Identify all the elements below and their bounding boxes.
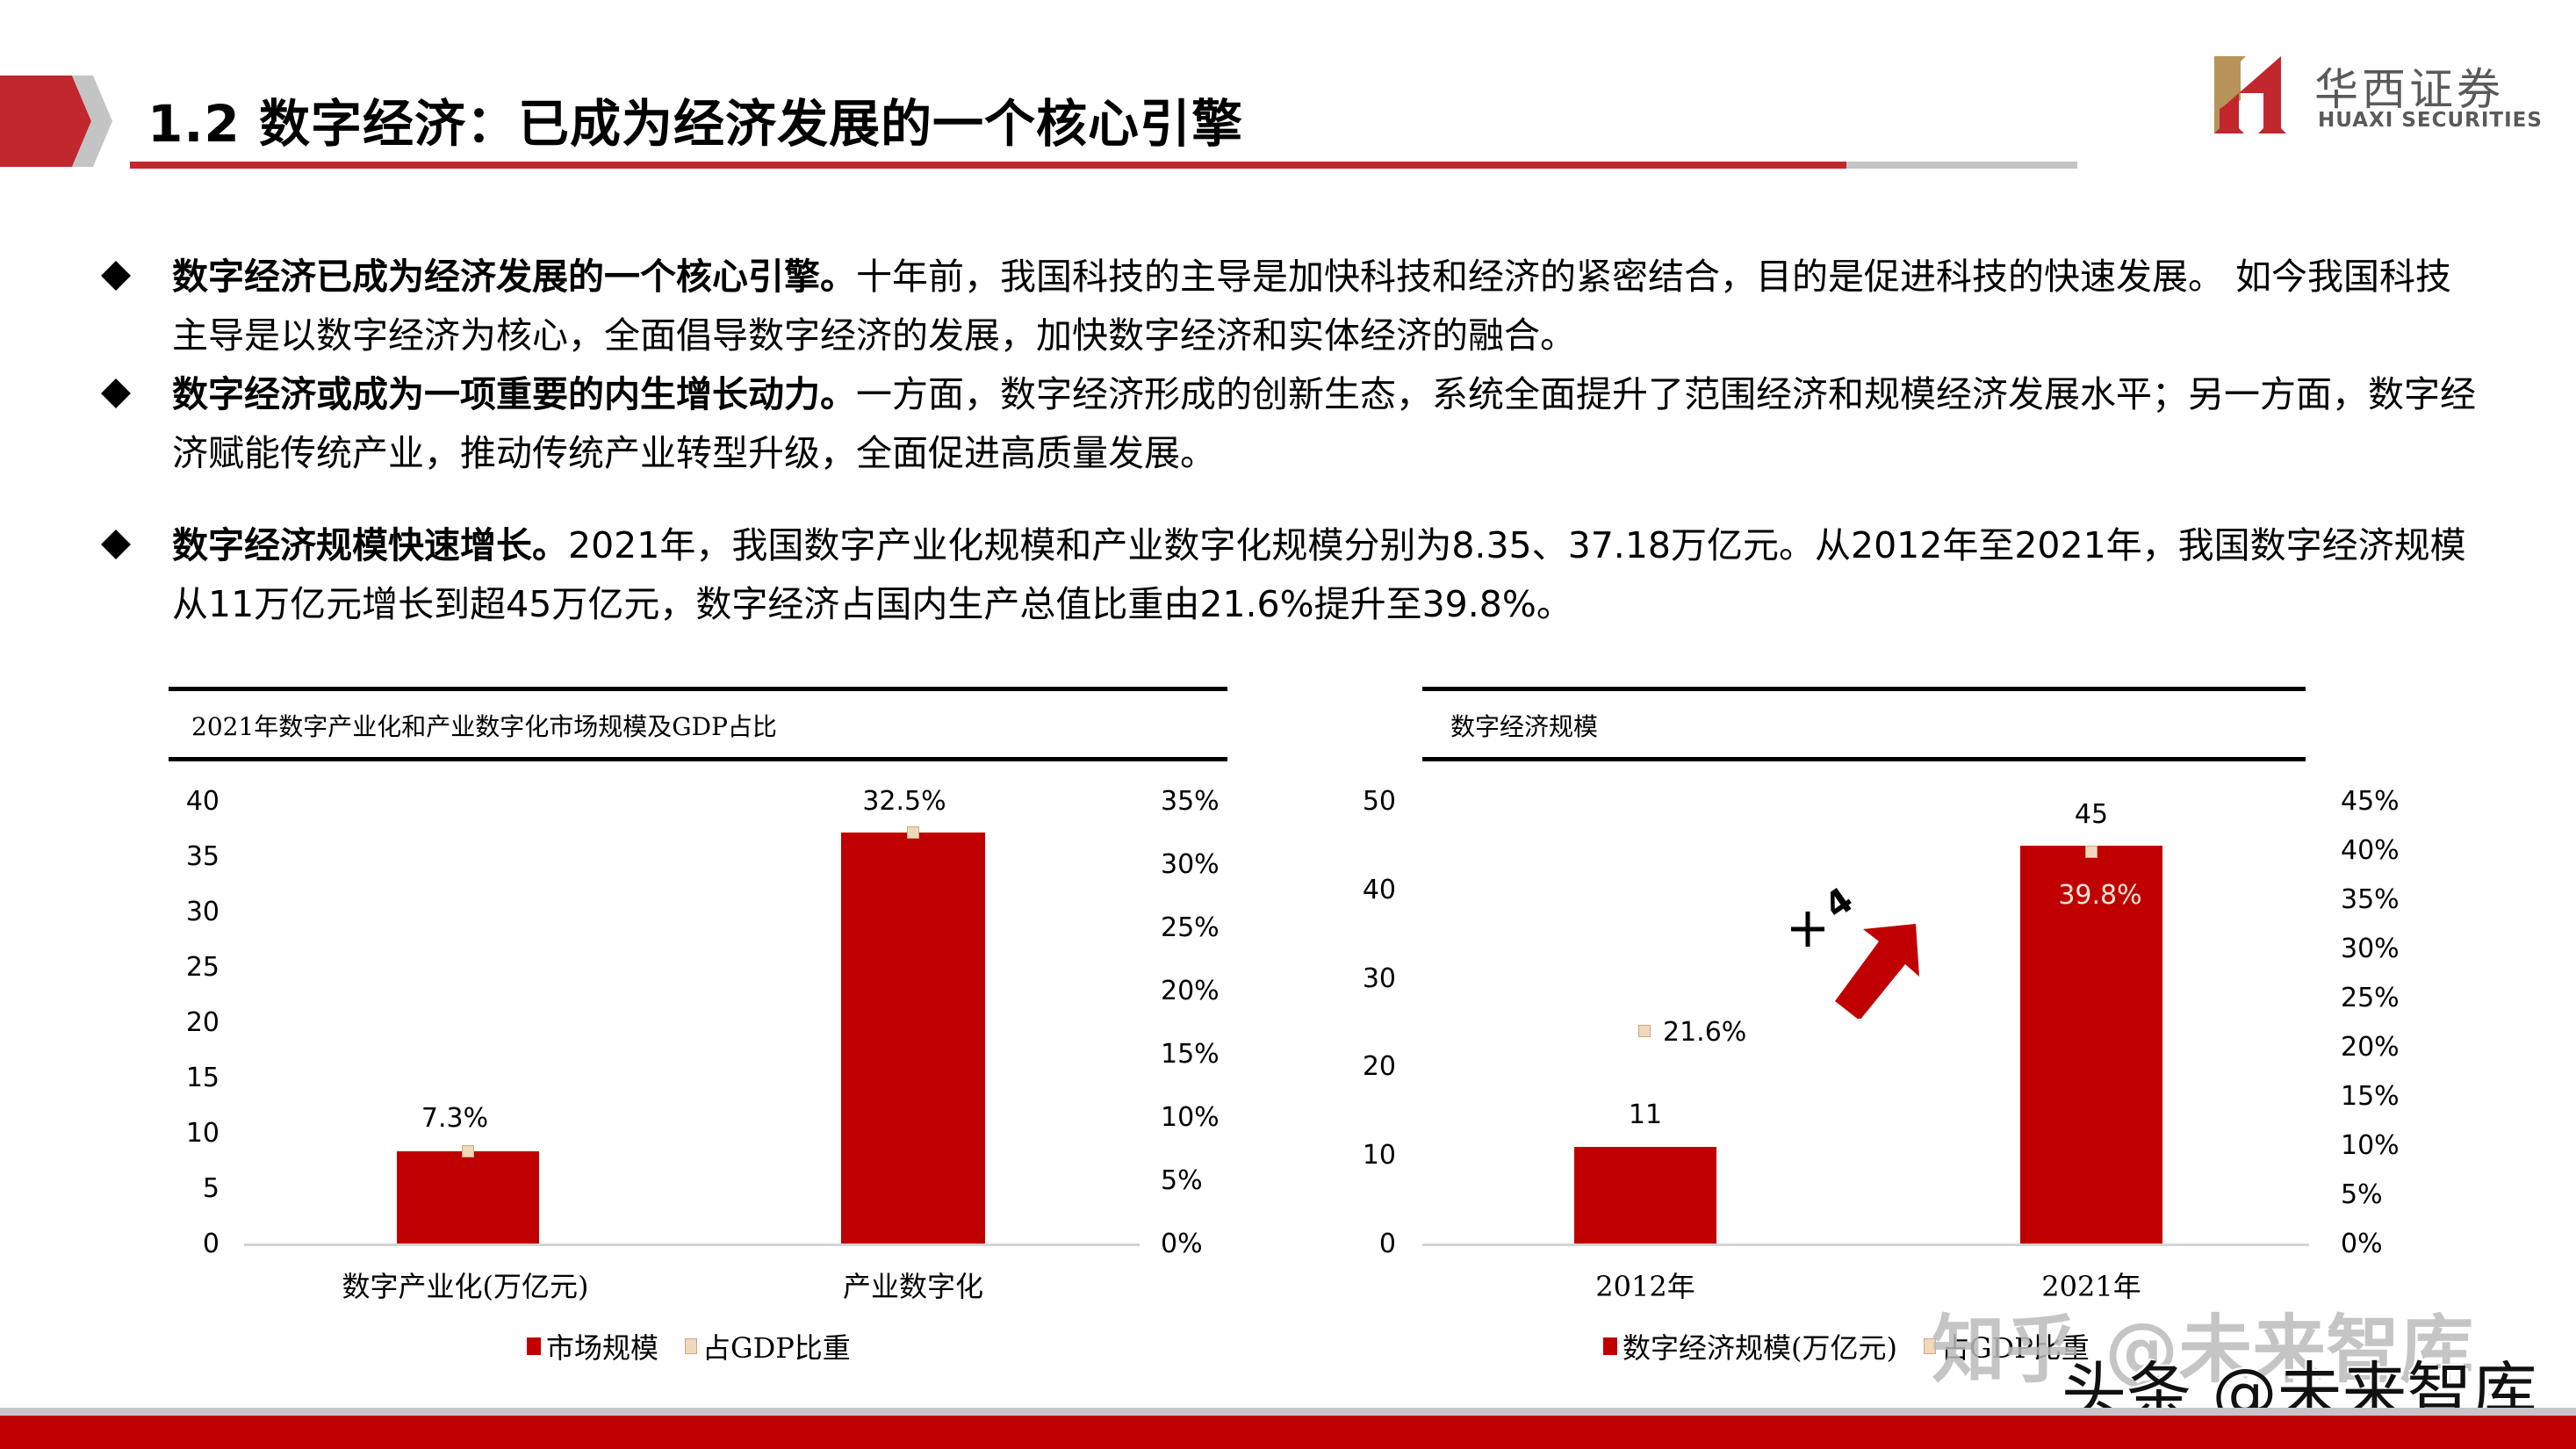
diamond-bullet-icon xyxy=(101,530,131,559)
gdp-share-label: 21.6% xyxy=(1663,1017,1747,1048)
y2-tick: 15% xyxy=(2341,1081,2400,1112)
gdp-share-marker xyxy=(1638,1025,1651,1037)
legend-item-gdp-share: 占GDP比重 xyxy=(685,1326,851,1366)
bullet-list: 数字经济已成为经济发展的一个核心引擎。十年前，我国科技的主导是加快科技和经济的紧… xyxy=(98,248,2486,634)
data-label: 7.3% xyxy=(421,1103,489,1134)
bar-industrial-digitalization xyxy=(841,833,985,1244)
watermark-zhihu: 知乎 @未来智库 xyxy=(1932,1307,2474,1393)
legend-item-digital-economy: 数字经济规模(万亿元) xyxy=(1603,1326,1897,1366)
y-tick: 40 xyxy=(185,786,219,817)
footer-stripe xyxy=(0,1408,2576,1416)
y2-tick: 45% xyxy=(2341,786,2400,817)
legend-item-market-size: 市场规模 xyxy=(527,1326,658,1366)
title-underline-red xyxy=(130,162,1846,169)
y2-tick: 10% xyxy=(1161,1102,1220,1133)
header-chevron-icon xyxy=(0,76,112,167)
legend-label: 市场规模 xyxy=(546,1331,659,1365)
chart-right-legend: 数字经济规模(万亿元) 占GDP比重 xyxy=(1603,1326,2116,1366)
y-tick: 0 xyxy=(1378,1229,1396,1259)
y-tick: 0 xyxy=(202,1229,219,1259)
bar-value-label: 45 xyxy=(2074,799,2109,830)
chart-right-top-rule xyxy=(1422,687,2306,691)
gdp-share-marker xyxy=(462,1145,474,1157)
legend-item-gdp-share: 占GDP比重 xyxy=(1923,1326,2090,1366)
chart-left-header-rule xyxy=(169,757,1227,761)
x-category-label: 2021年 xyxy=(2041,1270,2141,1303)
legend-swatch-beige xyxy=(1923,1338,1936,1354)
x-category-label: 产业数字化 xyxy=(842,1270,983,1303)
chart-left-legend: 市场规模 占GDP比重 xyxy=(527,1326,877,1366)
chart-right-baseline xyxy=(1422,1244,2309,1246)
legend-swatch-red xyxy=(527,1337,541,1355)
bar-2012 xyxy=(1574,1147,1716,1244)
bullet-item: 数字经济或成为一项重要的内生增长动力。一方面，数字经济形成的创新生态，系统全面提… xyxy=(98,365,2486,483)
y-tick: 30 xyxy=(1362,963,1396,994)
y-tick: 10 xyxy=(1362,1140,1396,1171)
bullet-item: 数字经济规模快速增长。2021年，我国数字产业化规模和产业数字化规模分别为8.3… xyxy=(98,516,2486,634)
footer-band xyxy=(0,1416,2576,1449)
y2-tick: 10% xyxy=(2341,1130,2400,1161)
legend-label: 占GDP比重 xyxy=(1940,1331,2090,1365)
chart-left-top-rule xyxy=(169,687,1227,691)
y2-tick: 35% xyxy=(1161,786,1220,817)
bullet-heading: 数字经济已成为经济发展的一个核心引擎。 xyxy=(172,256,856,298)
chart-right-header-rule xyxy=(1422,757,2306,761)
huaxi-logo-icon xyxy=(2214,56,2286,133)
logo-english-name: HUAXI SECURITIES xyxy=(2318,109,2543,132)
diamond-bullet-icon xyxy=(101,378,131,408)
y2-tick: 30% xyxy=(2341,934,2400,964)
chart-left-title: 2021年数字产业化和产业数字化市场规模及GDP占比 xyxy=(191,712,777,741)
y2-tick: 15% xyxy=(1161,1039,1220,1070)
svg-text:4: 4 xyxy=(1817,880,1860,927)
bullet-text: 十年前，我国科技的主导是加快科技和经济的紧密结合，目的是促进科技的快速发展。 如… xyxy=(172,256,2452,357)
logo-chinese-name: 华西证券 xyxy=(2314,64,2504,115)
page-title: 1.2 数字经济：已成为经济发展的一个核心引擎 xyxy=(148,94,1243,154)
y-tick: 20 xyxy=(185,1007,219,1038)
data-label: 32.5% xyxy=(862,786,946,817)
bar-2021 xyxy=(2020,846,2162,1244)
chart-right-title: 数字经济规模 xyxy=(1450,712,1599,741)
legend-swatch-beige xyxy=(685,1338,698,1354)
y2-tick: 30% xyxy=(1161,849,1220,880)
gdp-share-marker xyxy=(2085,846,2097,858)
x-category-label: 数字产业化(万亿元) xyxy=(342,1270,589,1303)
gdp-share-marker xyxy=(907,826,919,839)
y2-tick: 5% xyxy=(1161,1165,1203,1196)
legend-swatch-red xyxy=(1603,1337,1617,1355)
y2-tick: 5% xyxy=(2341,1179,2383,1210)
y2-tick: 25% xyxy=(2341,983,2400,1013)
bullet-text: 一方面，数字经济形成的创新生态，系统全面提升了范围经济和规模经济发展水平；另一方… xyxy=(172,373,2476,474)
y-tick: 25 xyxy=(185,952,219,983)
bullet-heading: 数字经济或成为一项重要的内生增长动力。 xyxy=(172,373,856,415)
y-tick: 5 xyxy=(202,1173,219,1204)
y2-tick: 40% xyxy=(2341,835,2400,866)
diamond-bullet-icon xyxy=(101,261,131,291)
y2-tick: 35% xyxy=(2341,884,2400,915)
y-tick: 15 xyxy=(185,1063,219,1093)
bar-digital-industrialization xyxy=(397,1151,539,1244)
y2-tick: 25% xyxy=(1161,912,1220,943)
legend-label: 占GDP比重 xyxy=(702,1331,851,1365)
bullet-item: 数字经济已成为经济发展的一个核心引擎。十年前，我国科技的主导是加快科技和经济的紧… xyxy=(98,248,2486,365)
y-tick: 35 xyxy=(185,841,219,872)
x-category-label: 2012年 xyxy=(1595,1270,1695,1303)
y-tick: 10 xyxy=(185,1118,219,1149)
y2-tick: 20% xyxy=(2341,1032,2400,1063)
y-tick: 20 xyxy=(1362,1051,1396,1082)
y2-tick: 0% xyxy=(2341,1229,2383,1259)
y2-tick: 20% xyxy=(1161,976,1220,1006)
title-underline-gray xyxy=(1846,162,2077,169)
gdp-share-label: 39.8% xyxy=(2058,880,2142,911)
y-tick: 30 xyxy=(185,897,219,927)
y-tick: 50 xyxy=(1362,786,1396,817)
y2-tick: 0% xyxy=(1161,1229,1203,1259)
bullet-text: 2021年，我国数字产业化规模和产业数字化规模分别为8.35、37.18万亿元。… xyxy=(172,524,2466,625)
growth-arrow-icon: 4 xyxy=(1791,880,1919,1019)
legend-label: 数字经济规模(万亿元) xyxy=(1623,1331,1897,1365)
bullet-heading: 数字经济规模快速增长。 xyxy=(172,524,568,566)
y-tick: 40 xyxy=(1362,875,1396,905)
chart-left-baseline xyxy=(244,1244,1140,1246)
bar-value-label: 11 xyxy=(1628,1099,1663,1130)
